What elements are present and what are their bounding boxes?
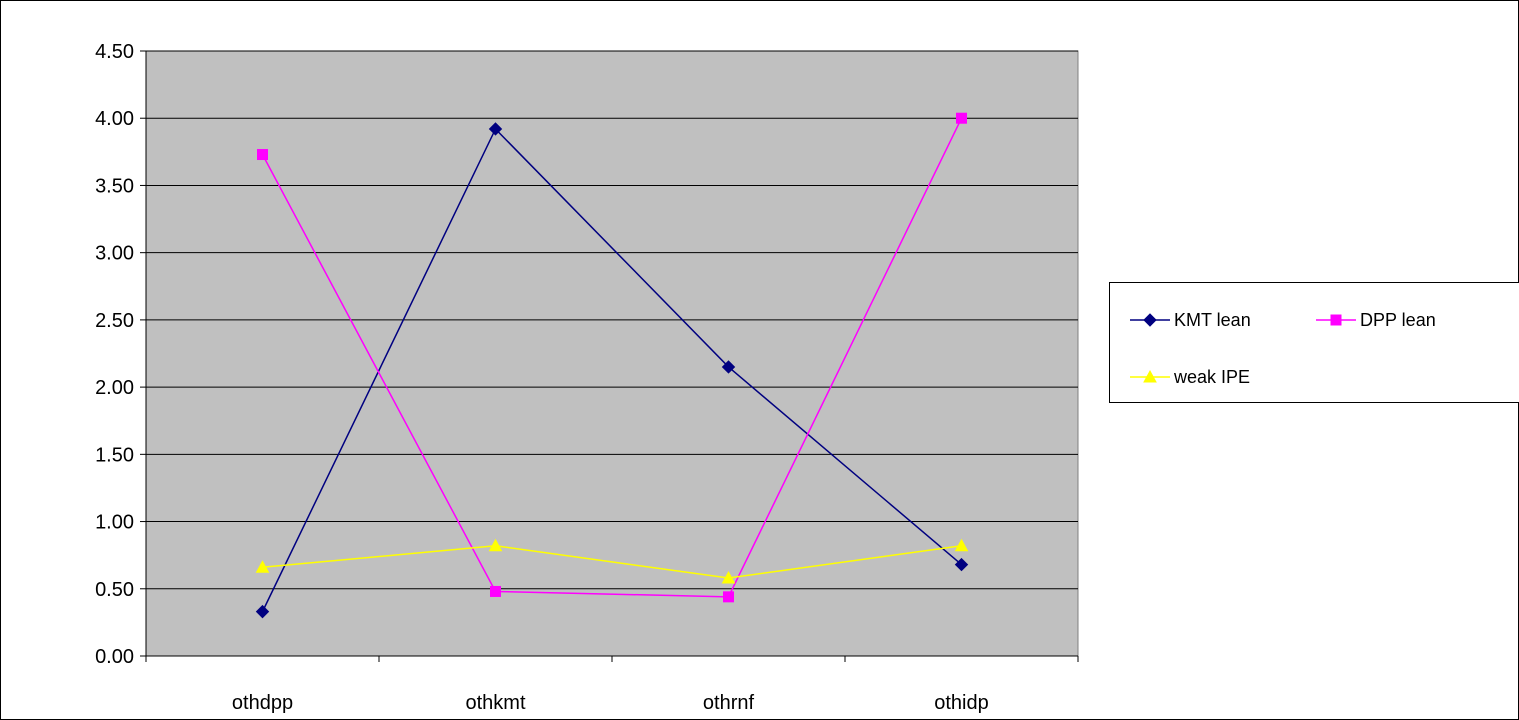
- legend-label-kmt-lean: KMT lean: [1174, 309, 1251, 330]
- data-point-kmt-lean: [954, 557, 969, 572]
- data-point-dpp-lean: [956, 112, 967, 124]
- y-tick-label: 0.00: [95, 646, 134, 668]
- y-tick-label: 0.50: [95, 579, 134, 601]
- x-tick-label: othidp: [934, 692, 989, 714]
- legend-item-kmt-lean: KMT lean: [1130, 307, 1251, 333]
- y-tick-label: 1.50: [95, 444, 134, 466]
- data-point-dpp-lean: [723, 591, 734, 603]
- y-tick-label: 4.50: [95, 41, 134, 63]
- plot-area: [145, 50, 1079, 657]
- legend-marker-weak-ipe: [1130, 369, 1170, 383]
- data-point-weak-ipe: [721, 570, 736, 584]
- data-point-kmt-lean: [721, 360, 736, 374]
- legend-label-dpp-lean: DPP lean: [1360, 309, 1436, 330]
- data-point-kmt-lean: [488, 122, 503, 136]
- data-point-weak-ipe: [488, 538, 503, 552]
- y-tick-label: 2.50: [95, 310, 134, 332]
- legend-marker-dpp-lean: [1316, 314, 1356, 326]
- legend-label-weak-ipe: weak IPE: [1174, 366, 1251, 387]
- series-line-weak-ipe: [262, 545, 962, 579]
- legend-marker-kmt-lean: [1130, 313, 1170, 327]
- y-tick-label: 3.00: [95, 243, 134, 265]
- x-tick-label: othrnf: [703, 692, 755, 714]
- data-point-dpp-lean: [257, 149, 268, 161]
- x-tick-label: othkmt: [465, 692, 525, 714]
- data-point-weak-ipe: [255, 560, 270, 573]
- legend-marker-symbol: [1330, 314, 1342, 326]
- legend-item-weak-ipe: weak IPE: [1130, 364, 1250, 390]
- data-point-dpp-lean: [490, 585, 501, 597]
- y-tick-label: 4.00: [95, 108, 134, 130]
- y-tick-label: 1.00: [95, 512, 134, 534]
- legend-marker-symbol: [1143, 313, 1157, 327]
- data-point-weak-ipe: [954, 538, 969, 552]
- series-line-dpp-lean: [261, 117, 963, 598]
- legend: KMT lean DPP lean weak IPE: [1109, 282, 1519, 403]
- y-tick-label: 2.00: [95, 377, 134, 399]
- series-line-kmt-lean: [261, 127, 962, 612]
- y-tick-label: 3.50: [95, 175, 134, 197]
- x-tick-label: othdpp: [232, 692, 293, 714]
- legend-item-dpp-lean: DPP lean: [1316, 307, 1436, 333]
- legend-marker-symbol: [1143, 369, 1157, 383]
- data-point-kmt-lean: [255, 604, 270, 619]
